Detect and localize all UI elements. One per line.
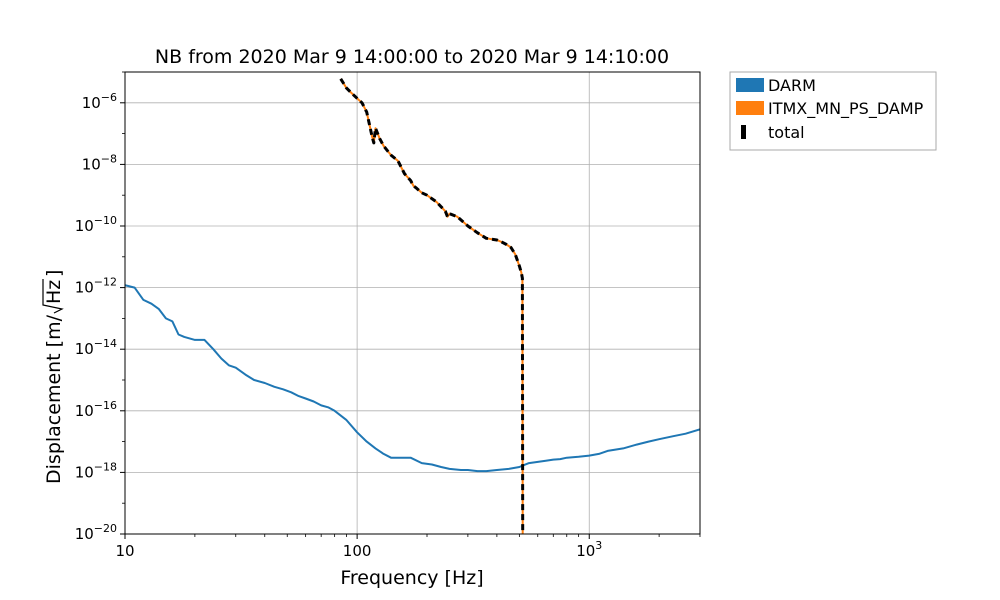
y-tick-label: 10−14 xyxy=(75,337,117,358)
sqrt-symbol xyxy=(42,279,64,314)
y-tick-label: 10−20 xyxy=(75,522,117,543)
legend-frame xyxy=(729,71,937,151)
y-axis-ticks: 10−20 10−18 10−16 10−14 10−12 10−10 10−8 10−6 xyxy=(75,71,125,543)
y-tick-label: 10−8 xyxy=(82,152,117,173)
grid xyxy=(124,72,700,535)
legend-label-itmx: ITMX_MN_PS_DAMP xyxy=(768,99,924,119)
x-axis-ticks: 10 100 103 xyxy=(115,534,701,560)
y-tick-label: 10−12 xyxy=(75,276,117,297)
x-tick-label: 100 xyxy=(343,542,372,560)
x-tick-label: 10 xyxy=(115,542,134,560)
series-line-darm xyxy=(125,284,700,473)
x-tick-label: 103 xyxy=(576,539,602,560)
x-axis-label: Frequency [Hz] xyxy=(340,567,483,589)
y-tick-label: 10−16 xyxy=(75,399,117,420)
series-line-total xyxy=(339,78,525,534)
y-tick-label: 10−10 xyxy=(75,214,117,235)
y-axis-label: Displacement [m/ xyxy=(43,314,65,484)
legend-swatch-total xyxy=(741,125,746,139)
legend: DARM ITMX_MN_PS_DAMP total xyxy=(729,71,937,151)
legend-label-total: total xyxy=(768,123,805,142)
chart-title: NB from 2020 Mar 9 14:00:00 to 2020 Mar … xyxy=(155,46,669,68)
y-axis-label-radicand: Hz xyxy=(43,280,65,304)
y-tick-label: 10−6 xyxy=(82,91,117,112)
legend-swatch-itmx xyxy=(736,101,764,115)
legend-swatch-darm xyxy=(736,78,764,92)
plot-area: 10 100 103 10−2010−1810−1610−1410−1210−101… xyxy=(75,71,701,560)
series-layer xyxy=(125,78,700,534)
y-axis-label-suffix: ] xyxy=(43,270,65,277)
plot-frame xyxy=(124,71,701,535)
legend-label-darm: DARM xyxy=(768,76,816,95)
y-tick-label: 10−18 xyxy=(75,460,117,481)
y-axis-label-group: Displacement [m/ Hz ] xyxy=(42,270,65,484)
